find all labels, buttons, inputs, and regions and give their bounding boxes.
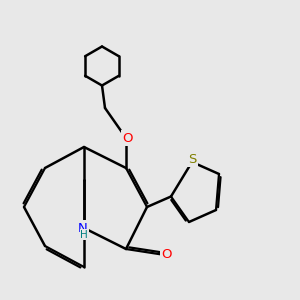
Text: O: O [122, 131, 133, 145]
Text: N: N [78, 221, 87, 235]
Text: S: S [188, 152, 196, 166]
Text: H: H [80, 230, 88, 240]
Text: O: O [161, 248, 172, 262]
